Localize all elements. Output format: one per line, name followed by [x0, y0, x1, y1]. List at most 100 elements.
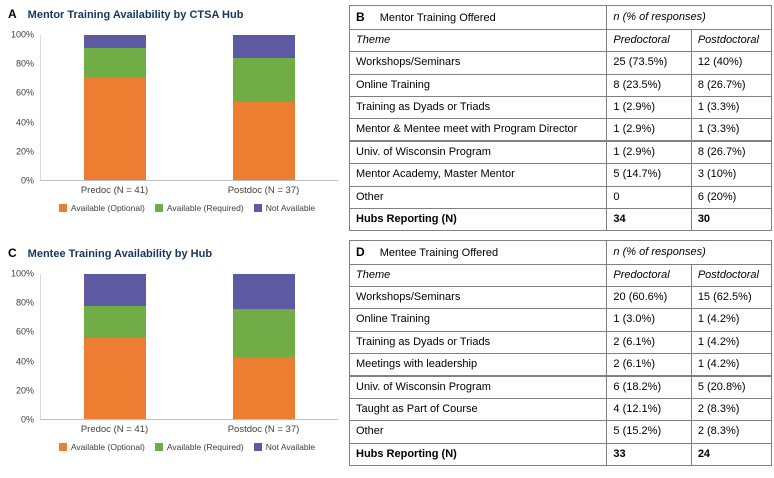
- bar-segment: [84, 35, 147, 49]
- table-row: Univ. of Wisconsin Program 6 (18.2%) 5 (20…: [348, 375, 773, 400]
- y-tick-label: 20%: [15, 385, 34, 396]
- table-row: Mentor & Mentee meet with Program Direct…: [348, 117, 773, 142]
- mentee-chart-legend: Available (Optional) Available (Required)…: [36, 436, 338, 458]
- panel-b-mentor-training-table: B Mentor Training Offered n (% of respon…: [348, 4, 773, 231]
- y-tick-label: 80%: [15, 297, 34, 308]
- legend-item: Available (Required): [154, 203, 244, 213]
- table-row: Training as Dyads or Triads 2 (6.1%) 1 (4.…: [348, 330, 773, 354]
- table-cell: 15 (62.5%): [690, 286, 773, 310]
- table-row: Online Training 8 (23.5%) 8 (26.7%): [348, 73, 773, 97]
- table-cell: 25 (73.5%): [606, 51, 692, 75]
- table-cell: 33: [606, 442, 692, 466]
- y-tick-label: 40%: [15, 356, 34, 367]
- plot-area: [40, 35, 338, 181]
- table-row: Training as Dyads or Triads 1 (2.9%) 1 (3.…: [348, 95, 773, 119]
- mentor-training-table-title: Mentor Training Offered: [379, 12, 496, 24]
- table-cell: Workshops/Seminars: [348, 286, 608, 310]
- table-cell: Training as Dyads or Triads: [348, 95, 608, 119]
- postdoctoral-column-header: Postdoctoral: [690, 264, 773, 288]
- responses-group-header: n (% of responses): [606, 4, 772, 31]
- table-cell: 5 (20.8%): [690, 375, 773, 400]
- panel-d-mentee-training-table: D Mentee Training Offered n (% of respon…: [348, 239, 773, 466]
- table-title-cell: D Mentee Training Offered: [348, 239, 608, 266]
- table-cell: 1 (4.2%): [690, 308, 773, 332]
- legend-item: Not Available: [253, 442, 315, 452]
- legend-swatch: [253, 443, 262, 451]
- table-cell: 24: [690, 442, 773, 466]
- plot-area: [40, 274, 338, 420]
- y-tick-label: 60%: [15, 326, 34, 337]
- bar-segment: [84, 337, 147, 419]
- table-cell: Online Training: [348, 73, 608, 97]
- panel-d-label: D: [356, 244, 365, 259]
- table-cell: 5 (15.2%): [606, 420, 692, 444]
- mentee-availability-chart-title: Mentee Training Availability by Hub: [27, 248, 213, 260]
- bar-segment: [84, 77, 147, 180]
- bar-segment: [84, 274, 147, 306]
- mentor-availability-chart: 0% 20% 40% 60% 80% 100%: [8, 30, 338, 185]
- table-row: Workshops/Seminars 20 (60.6%) 15 (62.5%): [348, 286, 773, 310]
- stacked-bar-postdoc: [232, 35, 295, 180]
- table-row: Meetings with leadership 2 (6.1%) 1 (4.2%): [348, 352, 773, 377]
- mentee-availability-chart: 0% 20% 40% 60% 80% 100%: [8, 269, 338, 424]
- bar-segment: [232, 101, 295, 180]
- table-cell: 1 (2.9%): [606, 95, 692, 119]
- panel-c-mentee-availability-chart: C Mentee Training Availability by Hub 0%…: [0, 239, 345, 478]
- table-cell: Other: [348, 185, 608, 209]
- bar-segment: [232, 356, 295, 419]
- predoctoral-column-header: Predoctoral: [606, 29, 692, 53]
- tables-column: B Mentor Training Offered n (% of respon…: [345, 0, 774, 478]
- panel-c-label: C: [8, 246, 17, 260]
- legend-label: Not Available: [265, 203, 316, 213]
- table-cell: 1 (3.3%): [690, 95, 773, 119]
- bar-segment: [232, 35, 295, 59]
- table-cell: Univ. of Wisconsin Program: [348, 140, 608, 165]
- table-cell: 6 (18.2%): [606, 375, 692, 400]
- table-cell: Mentor Academy, Master Mentor: [348, 163, 608, 187]
- panel-a-label: A: [8, 7, 17, 21]
- table-cell: Meetings with leadership: [348, 352, 608, 377]
- legend-label: Available (Required): [166, 442, 244, 452]
- table-cell: 20 (60.6%): [606, 286, 692, 310]
- legend-swatch: [253, 204, 262, 212]
- legend-swatch: [58, 443, 67, 451]
- table-cell: Hubs Reporting (N): [348, 442, 608, 466]
- legend-swatch: [58, 204, 67, 212]
- table-cell: 1 (4.2%): [690, 352, 773, 377]
- stacked-bar-postdoc: [232, 274, 295, 419]
- predoctoral-column-header: Predoctoral: [606, 264, 692, 288]
- table-cell: Mentor & Mentee meet with Program Direct…: [348, 117, 608, 142]
- table-cell: 6 (20%): [690, 185, 773, 209]
- panel-a-title-row: A Mentor Training Availability by CTSA H…: [8, 7, 338, 27]
- bar-segment: [84, 48, 147, 78]
- legend-swatch: [154, 443, 163, 451]
- table-cell: Hubs Reporting (N): [348, 207, 608, 231]
- table-cell: Training as Dyads or Triads: [348, 330, 608, 354]
- y-tick-label: 100%: [10, 268, 34, 279]
- table-cell: 1 (3.3%): [690, 117, 773, 142]
- responses-group-header: n (% of responses): [606, 239, 772, 266]
- legend-item: Available (Required): [154, 442, 244, 452]
- table-row: Univ. of Wisconsin Program 1 (2.9%) 8 (26.…: [348, 140, 773, 165]
- theme-column-header: Theme: [348, 29, 608, 53]
- table-cell: 2 (8.3%): [690, 420, 773, 444]
- mentor-availability-chart-title: Mentor Training Availability by CTSA Hub: [27, 9, 244, 21]
- table-title-cell: B Mentor Training Offered: [348, 4, 608, 31]
- y-axis: 0% 20% 40% 60% 80% 100%: [8, 269, 40, 424]
- y-tick-label: 0%: [20, 175, 34, 186]
- table-cell: 30: [690, 207, 773, 231]
- table-cell: Other: [348, 420, 608, 444]
- stacked-bar-predoc: [84, 35, 147, 180]
- table-cell: 1 (2.9%): [606, 117, 692, 142]
- table-cell: 0: [606, 185, 692, 209]
- table-column-header-row: Theme Predoctoral Postdoctoral: [348, 29, 773, 53]
- table-cell: 2 (6.1%): [606, 352, 692, 377]
- panel-b-label: B: [356, 10, 365, 24]
- x-category-label: Predoc (N = 41): [80, 185, 149, 196]
- legend-item: Available (Optional): [58, 442, 145, 452]
- table-cell: Online Training: [348, 308, 608, 332]
- table-row: Workshops/Seminars 25 (73.5%) 12 (40%): [348, 51, 773, 75]
- panel-a-mentor-availability-chart: A Mentor Training Availability by CTSA H…: [0, 0, 345, 239]
- charts-column: A Mentor Training Availability by CTSA H…: [0, 0, 345, 478]
- table-cell: Univ. of Wisconsin Program: [348, 375, 608, 400]
